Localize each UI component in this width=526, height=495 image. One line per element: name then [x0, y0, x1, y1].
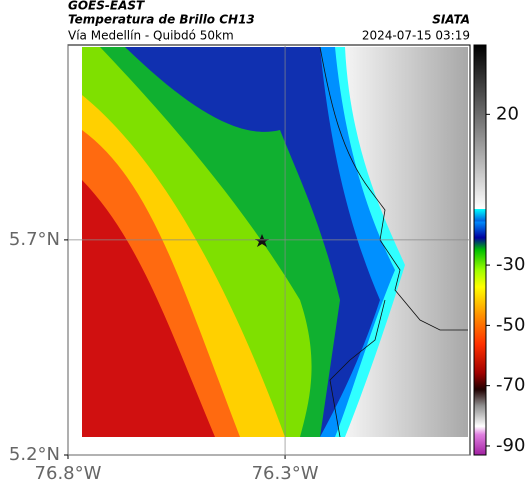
- y-tick-label: 5.7°N: [9, 229, 60, 250]
- x-tick-label: 76.3°W: [252, 463, 319, 484]
- subtitle: Temperatura de Brillo CH13: [68, 13, 255, 27]
- satellite-image: [82, 47, 468, 437]
- title: GOES-EAST: [68, 0, 145, 13]
- colorbar: [473, 44, 487, 456]
- source: SIATA: [432, 13, 470, 27]
- colorbar-tick-label: -70: [496, 375, 525, 396]
- timestamp: 2024-07-15 03:19: [362, 29, 470, 43]
- colorbar-tick-label: -50: [496, 314, 525, 335]
- colorbar-tick-label: -30: [496, 254, 525, 275]
- location-marker: [255, 234, 269, 247]
- y-tick-label: 5.2°N: [9, 444, 60, 465]
- x-tick-label: 76.8°W: [35, 463, 102, 484]
- colorbar-tick-label: 20: [496, 103, 519, 124]
- caption: Vía Medellín - Quibdó 50km: [68, 29, 234, 43]
- colorbar-tick-label: -90: [496, 435, 525, 456]
